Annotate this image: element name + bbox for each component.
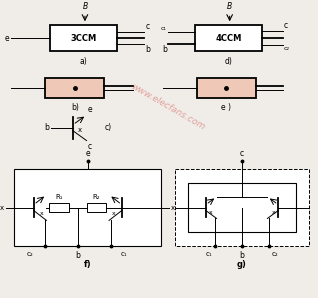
Bar [49, 203, 69, 212]
Text: d): d) [225, 57, 232, 66]
Text: e: e [5, 34, 9, 43]
Text: c: c [284, 21, 288, 30]
Text: c: c [240, 149, 244, 158]
Bar [195, 25, 262, 51]
Text: b: b [162, 45, 167, 54]
Text: 3CCM: 3CCM [71, 34, 97, 43]
Bar [86, 203, 106, 212]
Text: x: x [78, 127, 82, 133]
Text: R₁: R₁ [55, 194, 63, 200]
Text: R₂: R₂ [93, 194, 100, 200]
Bar [175, 169, 309, 246]
Text: c₁: c₁ [121, 251, 127, 257]
Text: b: b [145, 45, 150, 54]
Text: 4CCM: 4CCM [215, 34, 241, 43]
Text: a): a) [80, 57, 87, 66]
Text: e ): e ) [221, 103, 232, 112]
Bar [45, 78, 104, 98]
Text: c): c) [104, 123, 111, 132]
Text: b: b [45, 123, 49, 132]
Text: c: c [87, 142, 92, 150]
Text: c: c [145, 22, 149, 31]
Text: c₁: c₁ [205, 251, 212, 257]
Text: c₂: c₂ [272, 251, 279, 257]
Text: c₁: c₁ [161, 27, 167, 31]
Bar [197, 78, 256, 98]
Text: x: x [112, 211, 116, 215]
Text: b): b) [71, 103, 79, 112]
Text: c₂: c₂ [284, 46, 290, 51]
Text: x: x [209, 209, 213, 215]
Text: e: e [85, 149, 90, 158]
Text: B: B [82, 2, 87, 11]
Text: g): g) [237, 260, 247, 269]
Text: e: e [87, 105, 92, 114]
Bar [188, 183, 296, 232]
Text: B: B [227, 2, 232, 11]
Text: x: x [40, 211, 44, 215]
Text: x: x [0, 205, 4, 211]
Text: b: b [239, 251, 245, 260]
Bar [14, 169, 161, 246]
Text: www.elecfans.com: www.elecfans.com [129, 82, 206, 132]
Text: x: x [272, 209, 275, 215]
Text: x: x [171, 205, 175, 211]
Text: b: b [75, 251, 80, 260]
Text: f): f) [84, 260, 91, 269]
Text: c₂: c₂ [26, 251, 33, 257]
Bar [50, 25, 117, 51]
